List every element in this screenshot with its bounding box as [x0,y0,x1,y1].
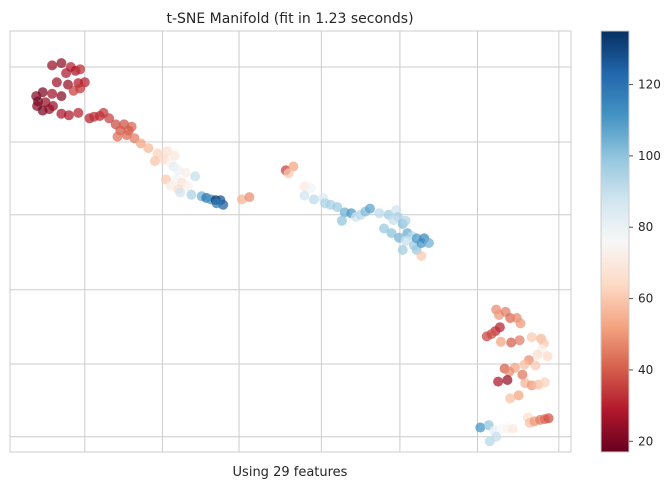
data-point [519,359,530,370]
data-point [165,180,176,191]
data-point [152,148,163,159]
data-point [173,165,184,176]
data-point [515,318,526,329]
data-point [47,88,58,99]
data-point [505,393,516,404]
data-point [493,376,504,387]
data-point [379,223,389,234]
data-point [539,377,550,388]
data-point [121,130,132,141]
colorbar: 20 40 60 80 100 120 [600,30,661,453]
data-point [495,336,506,347]
data-point [423,238,434,248]
data-point [514,335,525,346]
data-point [543,413,554,424]
data-point [48,101,58,111]
data-point [484,436,495,447]
colorbar-gradient [600,30,630,453]
data-point [336,215,347,226]
data-point [416,251,427,261]
data-point [56,58,67,69]
data-point [104,113,115,124]
data-point [186,189,197,200]
colorbar-tick-label: 120 [638,78,661,92]
data-point [68,85,79,96]
data-point [532,349,543,360]
plot-area [9,30,572,453]
data-point [526,332,537,343]
data-point [211,198,222,209]
colorbar-tick-label: 40 [638,363,653,377]
data-point [51,77,62,88]
data-point [56,91,67,102]
data-point [386,228,397,239]
data-point [47,60,58,71]
x-axis-label: Using 29 features [233,465,348,480]
data-point [112,131,123,142]
data-point [73,107,84,118]
data-point [542,351,553,362]
data-point [400,215,411,226]
data-point [190,171,201,182]
colorbar-tick-label: 80 [638,220,653,234]
colorbar-tick-label: 60 [638,292,653,306]
data-point [175,187,186,198]
data-point [149,156,160,167]
data-point [61,68,72,79]
data-point [332,202,343,213]
data-point [513,390,524,401]
data-point [236,194,247,205]
data-point [182,181,193,192]
data-point [506,337,517,348]
data-point [504,366,515,377]
data-point [530,360,541,371]
data-point [283,168,294,179]
data-point [517,369,528,380]
data-point [508,424,518,434]
data-point [56,108,67,119]
data-point [306,182,317,193]
data-point [400,235,411,246]
data-point [75,64,86,75]
data-point [397,244,408,255]
data-point [244,192,255,203]
data-point [502,375,513,385]
data-point [299,190,310,201]
scatter-points [31,58,554,447]
data-point [63,110,74,121]
data-point [180,167,191,178]
data-point [374,208,385,219]
data-point [411,233,422,244]
data-point [135,138,146,149]
data-point [308,194,319,205]
data-point [162,146,173,157]
chart-title: t-SNE Manifold (fit in 1.23 seconds) [166,11,413,27]
colorbar-tick-label: 20 [638,434,653,448]
data-point [481,331,492,342]
data-point [475,422,486,433]
data-point [365,203,375,214]
data-point [388,215,399,226]
colorbar-tick-label: 100 [638,149,661,163]
data-point [143,143,154,154]
